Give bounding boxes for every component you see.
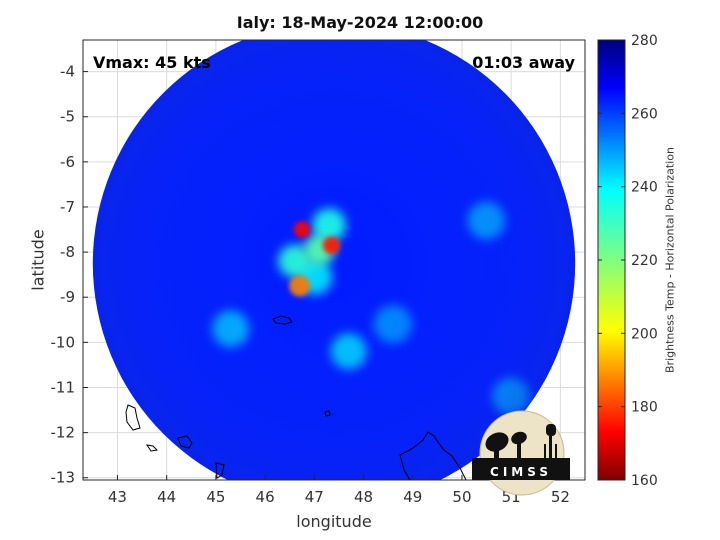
coast-aldabra <box>272 315 293 325</box>
x-tick-label: 44 <box>157 488 176 506</box>
x-tick-label: 47 <box>305 488 324 506</box>
y-axis-ticks: -4 -5 -6 -7 -8 -9 -10 -11 -12 -13 <box>51 63 88 487</box>
coast-comoros-1 <box>125 404 141 431</box>
x-tick-label: 45 <box>206 488 225 506</box>
cimss-logo-text: CIMSS <box>490 465 552 479</box>
y-tick-label: -8 <box>60 243 75 261</box>
coast-mayotte <box>215 462 225 479</box>
colorbar-tick-label: 200 <box>631 326 658 342</box>
coast-madagascar <box>399 431 467 480</box>
y-tick-label: -6 <box>60 153 75 171</box>
x-tick-label: 43 <box>108 488 127 506</box>
swath-limb-shading <box>92 40 576 480</box>
y-tick-label: -12 <box>51 424 76 442</box>
y-tick-label: -4 <box>60 63 75 81</box>
y-tick-label: -9 <box>60 288 75 306</box>
x-tick-label: 50 <box>452 488 471 506</box>
y-tick-label: -7 <box>60 198 75 216</box>
x-tick-label: 46 <box>256 488 275 506</box>
coastlines <box>125 315 467 480</box>
y-tick-label: -10 <box>51 333 76 351</box>
cimss-logo: CIMSS <box>472 410 570 496</box>
time-offset-annotation: 01:03 away <box>472 53 575 72</box>
colorbar-ticks: 160 180 200 220 240 260 280 <box>598 33 658 489</box>
colorbar-tick-label: 180 <box>631 400 658 416</box>
x-tick-label: 52 <box>551 488 570 506</box>
plot-frame <box>82 39 586 481</box>
vmax-annotation: Vmax: 45 kts <box>93 53 211 72</box>
y-tick-label: -5 <box>60 108 75 126</box>
coast-comoros-2 <box>145 444 159 452</box>
colorbar-tick-label: 160 <box>631 473 658 489</box>
colorbar-tick-label: 240 <box>631 180 658 196</box>
colorbar-tick-label: 220 <box>631 253 658 269</box>
chart-title: Ialy: 18-May-2024 12:00:00 <box>236 13 484 32</box>
y-tick-label: -11 <box>51 378 76 396</box>
x-axis-label: longitude <box>296 512 372 531</box>
x-axis-ticks: 43 44 45 46 47 48 49 50 51 52 <box>108 475 570 506</box>
x-tick-label: 48 <box>354 488 373 506</box>
x-tick-label: 49 <box>403 488 422 506</box>
colorbar <box>597 39 626 481</box>
colorbar-tick-label: 260 <box>631 106 658 122</box>
colorbar-tick-label: 280 <box>631 33 658 49</box>
coast-islet <box>324 410 331 417</box>
coast-comoros-3 <box>177 435 193 449</box>
y-tick-label: -13 <box>51 469 76 487</box>
